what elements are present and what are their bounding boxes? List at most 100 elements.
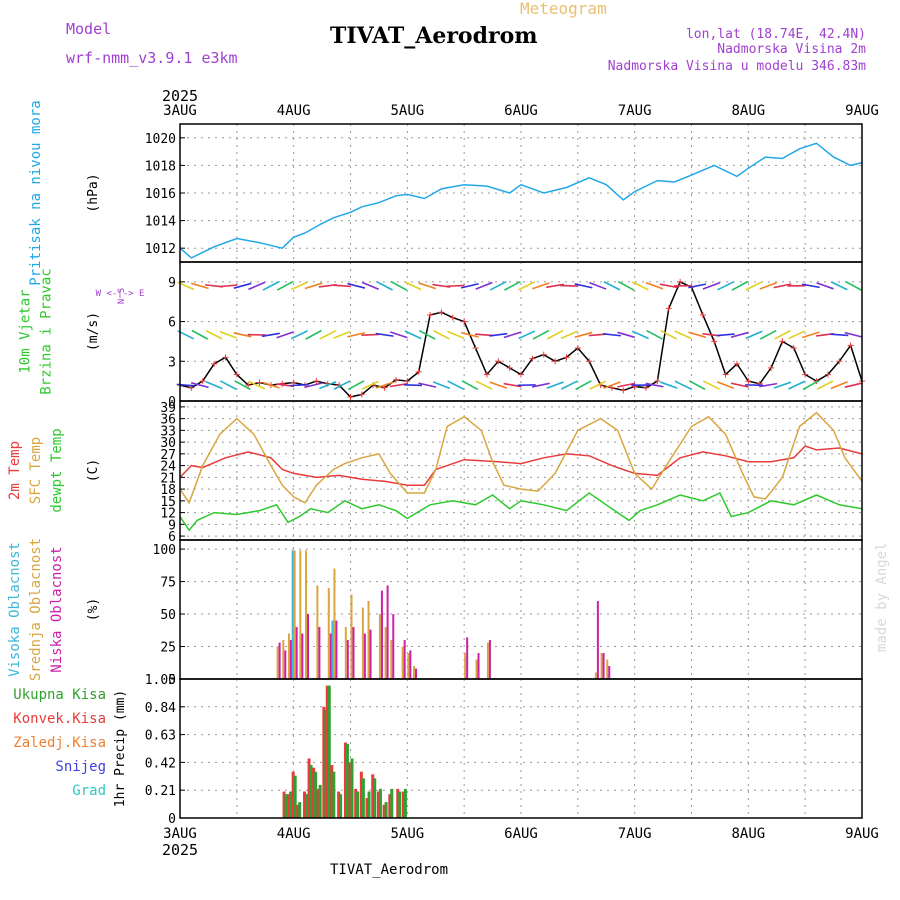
cloud-bar-low — [369, 629, 372, 679]
x-tick-label-top: 7AUG — [618, 103, 652, 119]
precip-bar-total — [289, 791, 293, 818]
wind-arrow — [418, 282, 437, 290]
compass-ns: N S — [117, 288, 127, 304]
x-tick-label-bottom: 4AUG — [277, 826, 311, 842]
cloud-bar-low — [596, 601, 599, 679]
precip-bar-conv — [343, 742, 347, 818]
wind-arrow — [418, 329, 436, 340]
precip-bar-total — [309, 765, 313, 818]
wind-speed-marker — [552, 358, 559, 365]
wind-speed-marker — [586, 358, 593, 365]
wind-speed-marker — [745, 378, 752, 385]
y-tick-label: 1016 — [145, 187, 176, 202]
wind-arrow — [674, 330, 692, 340]
y-tick-label: 0 — [168, 812, 176, 827]
precip-bar-total — [345, 743, 349, 818]
wind-arrow — [305, 329, 322, 340]
y-tick-label: 33 — [160, 424, 176, 439]
y-axis-label: (C) — [86, 459, 101, 482]
x-tick-label-bottom: 6AUG — [504, 826, 538, 842]
precip-bar-conv — [382, 804, 386, 818]
side-label: 10m Vjetar — [18, 289, 34, 373]
side-label: Srednja Oblacnost — [28, 538, 44, 681]
x-tick-label-top: 4AUG — [277, 103, 311, 119]
wind-speed-marker — [415, 368, 422, 375]
side-label: Brzina i Pravac — [39, 268, 55, 394]
cloud-bar-mid — [475, 659, 478, 679]
model-name: wrf-nmm_v3.9.1 e3km — [66, 49, 238, 67]
wind-speed-marker — [768, 364, 775, 371]
wind-speed-marker — [211, 360, 218, 367]
wind-arrow — [191, 329, 209, 340]
wind-arrow — [745, 281, 763, 291]
precip-bar-conv — [359, 771, 363, 818]
precip-bar-conv — [396, 788, 400, 818]
wind-arrow — [532, 282, 550, 290]
cloud-bar-low — [289, 640, 292, 679]
cloud-bar-low — [403, 640, 406, 679]
wind-arrow — [773, 381, 792, 389]
wind-arrow — [830, 333, 849, 337]
wind-arrow — [219, 284, 238, 288]
precip-bar-conv — [282, 791, 286, 818]
legend-2: Zaledj.Kisa — [13, 735, 106, 751]
cloud-bar-mid — [299, 550, 302, 679]
cloud-bar-mid — [327, 588, 330, 679]
wind-arrow — [503, 331, 522, 339]
panel-frame — [179, 400, 863, 541]
precip-bar-conv — [330, 765, 334, 818]
y-axis-label: (%) — [86, 598, 101, 621]
wind-arrow — [460, 331, 479, 338]
panel-precip: 0 0.21 0.42 0.63 0.84 1.05 1hr Precip (mm) Ukup… — [13, 673, 863, 827]
wind-arrow — [403, 383, 423, 387]
wind-arrow — [475, 281, 493, 290]
credit-text: made by Angel — [874, 542, 890, 652]
wind-arrow — [589, 380, 607, 390]
y-tick-label: 18 — [160, 483, 176, 498]
wind-speed-marker — [506, 364, 513, 371]
wind-arrow — [361, 281, 380, 291]
wind-arrow — [304, 382, 323, 389]
wind-arrow — [447, 380, 465, 390]
wind-arrow — [532, 329, 550, 340]
legend-1: Konvek.Kisa — [13, 711, 106, 727]
x-tick-label-top: 8AUG — [731, 103, 765, 119]
series-line-dewpt-temp — [179, 492, 863, 532]
y-tick-label: 0.21 — [145, 784, 176, 799]
precip-bar-total — [305, 794, 309, 818]
cloud-bar-low — [363, 633, 366, 679]
legend-3: Snijeg — [55, 759, 106, 775]
cloud-bar-mid — [305, 550, 308, 679]
cloud-bar-mid — [367, 601, 370, 679]
wind-arrow — [333, 380, 351, 390]
wind-arrow — [759, 329, 777, 340]
y-axis-label: (hPa) — [86, 173, 101, 212]
x-tick-label-top: 6AUG — [504, 103, 538, 119]
wind-speed-marker — [472, 345, 479, 352]
precip-bar-total — [298, 802, 302, 818]
y-tick-label: 25 — [160, 641, 176, 656]
wind-speed-marker — [540, 351, 547, 358]
panel-cloud: 0 25 50 75 100 (%) Visoka Oblacnost Srednja Obl… — [7, 538, 863, 688]
cloud-bar-mid — [606, 659, 609, 679]
x-tick-label-bottom: 8AUG — [731, 826, 765, 842]
year-label-bottom: 2025 — [162, 841, 198, 859]
y-tick-label: 1014 — [145, 215, 176, 230]
precip-bar-conv — [325, 685, 329, 818]
cloud-bar-low — [318, 627, 321, 679]
wind-speed-marker — [518, 371, 524, 378]
precip-bar-conv — [307, 758, 311, 818]
wind-arrow — [646, 329, 663, 340]
wind-arrow — [219, 380, 237, 391]
wind-arrow — [645, 282, 664, 290]
wind-arrow — [702, 281, 721, 290]
y-tick-label: 75 — [160, 576, 176, 591]
wind-arrow — [375, 381, 394, 389]
y-tick-label: 0 — [168, 395, 176, 410]
cloud-bar-mid — [600, 653, 603, 679]
precip-bar-total — [284, 794, 288, 818]
cloud-bar-mid — [464, 653, 467, 679]
wind-arrow — [688, 283, 707, 289]
footer-station: TIVAT_Aerodrom — [330, 862, 448, 878]
